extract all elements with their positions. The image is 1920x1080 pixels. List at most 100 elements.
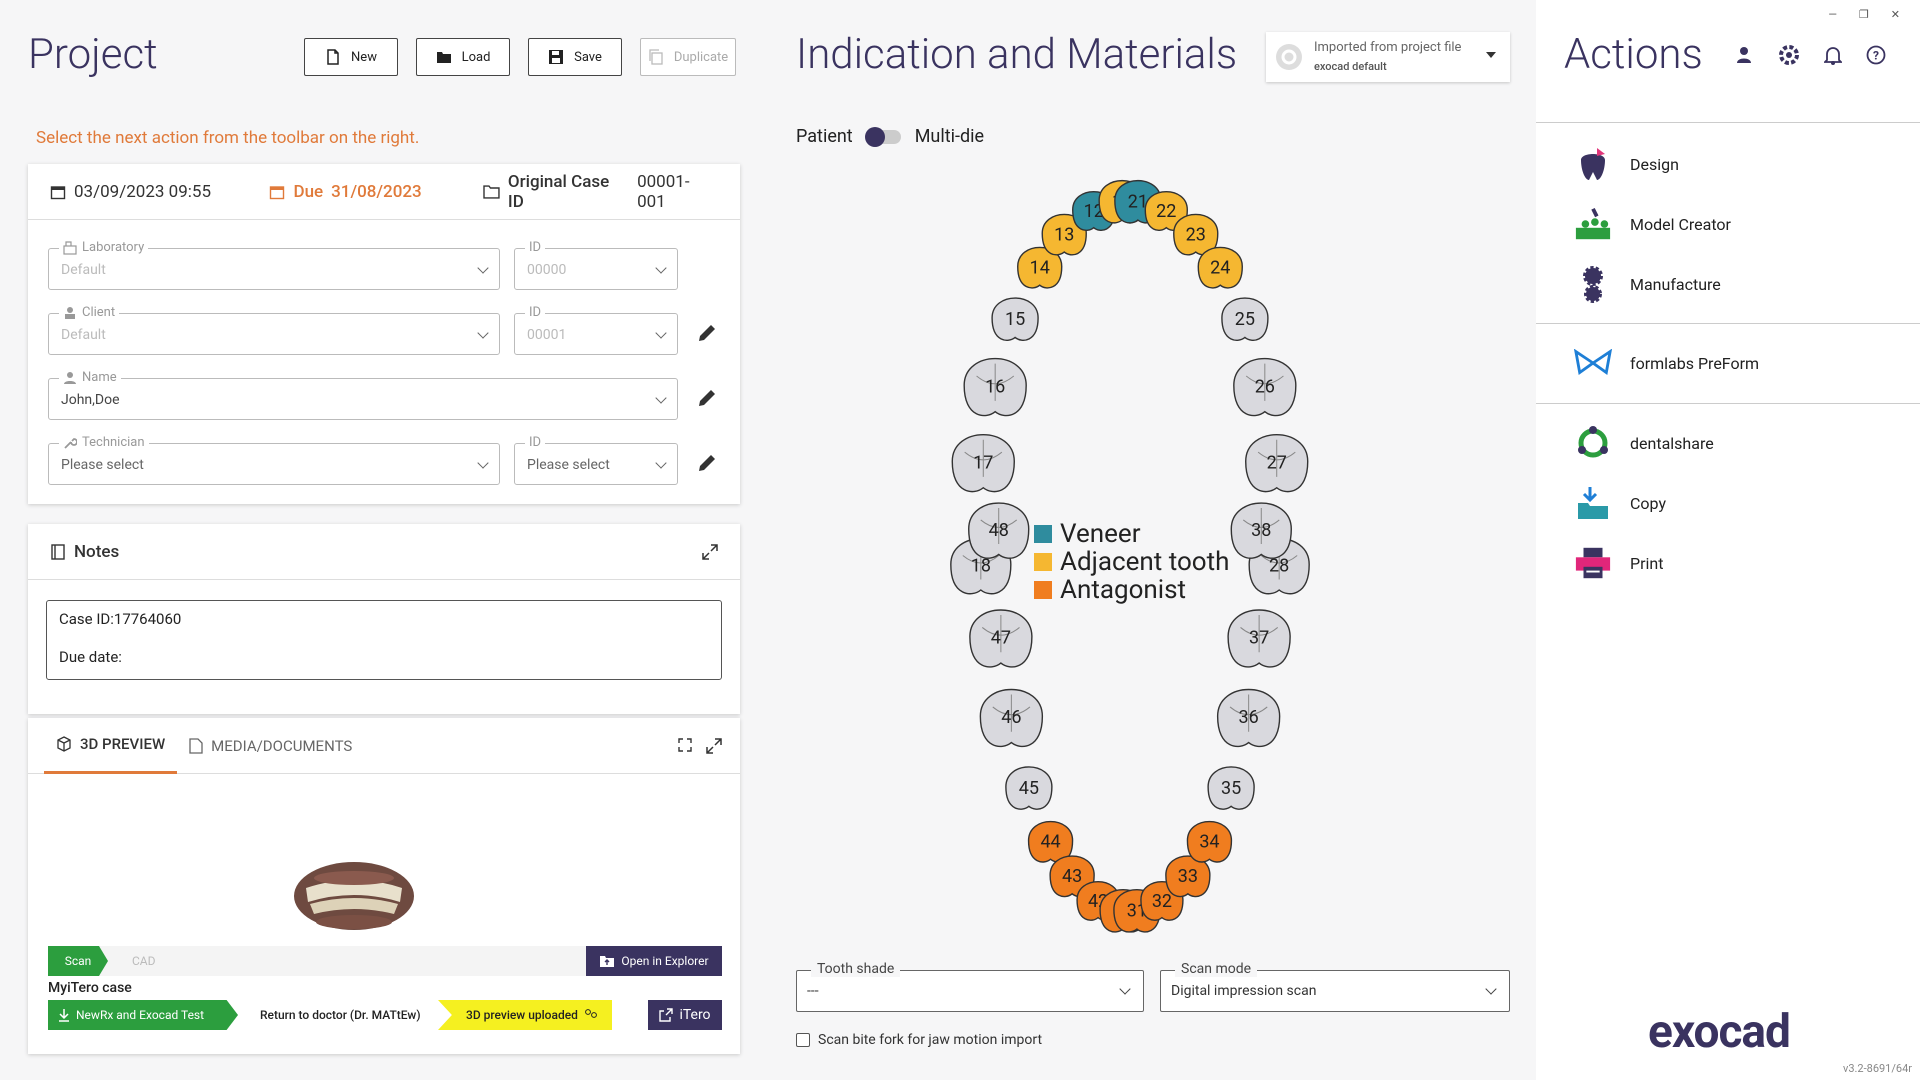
calendar-icon [50,185,66,199]
people-icon [585,1009,597,1018]
tooth-number: 16 [985,376,1005,397]
step-3d-preview-uploaded[interactable]: 3D preview uploaded [438,1000,612,1030]
tooth-38[interactable]: 38 [1230,502,1292,559]
copy-folder-icon [1574,484,1612,522]
indication-panel: Indication and Materials Imported from p… [770,0,1530,1080]
notes-textarea[interactable]: Case ID:17764060 Due date: [46,600,722,680]
tooth-number: 26 [1255,376,1275,397]
tooth-17[interactable]: 17 [951,433,1015,493]
tooth-number: 21 [1128,191,1148,212]
restore-icon[interactable]: ❐ [1858,8,1869,21]
chevron-down-icon [655,327,667,339]
load-button[interactable]: Load [416,38,510,76]
tab-media-label: MEDIA/DOCUMENTS [211,736,353,755]
client-label-text: Client [82,305,116,320]
tooth-chart[interactable]: 1817161514131211212223242526272848474645… [930,175,1330,945]
person-icon [64,371,76,384]
edit-client-pencil-icon[interactable] [696,322,718,344]
bell-icon[interactable] [1824,45,1842,65]
actions-title: Actions [1564,30,1703,79]
open-in-explorer-label: Open in Explorer [621,954,709,968]
scan-mode-select[interactable]: Scan mode Digital impression scan [1160,961,1510,1012]
action-model-creator[interactable]: Model Creator [1574,204,1731,244]
notes-title: Notes [50,542,119,562]
due-date-value: 31/08/2023 [331,181,422,202]
tooth-14[interactable]: 14 [1017,246,1063,289]
tooth-47[interactable]: 47 [969,609,1033,668]
name-select[interactable]: Name John,Doe [48,370,678,420]
step-return-doctor[interactable]: Return to doctor (Dr. MATtEw) [238,1000,438,1030]
save-button[interactable]: Save [528,38,622,76]
bite-fork-option[interactable]: Scan bite fork for jaw motion import [796,1032,1042,1048]
close-icon[interactable]: ✕ [1890,8,1900,21]
tooth-shade-select[interactable]: Tooth shade --- [796,961,1144,1012]
technician-select[interactable]: Technician Please select [48,435,500,485]
fullscreen-icon[interactable] [678,738,692,752]
action-print[interactable]: Print [1574,543,1663,583]
tooth-number: 14 [1030,257,1050,278]
client-select[interactable]: Client Default [48,305,500,355]
duplicate-button[interactable]: Duplicate [640,38,736,76]
design-tooth-icon [1574,145,1612,183]
tooth-37[interactable]: 37 [1227,609,1291,668]
tab-media-documents[interactable]: MEDIA/DOCUMENTS [177,718,364,774]
edit-technician-pencil-icon[interactable] [696,452,718,474]
tooth-36[interactable]: 36 [1216,688,1281,748]
legend-antagonist-swatch [1034,581,1052,599]
tooth-23[interactable]: 23 [1173,213,1219,256]
tooth-48[interactable]: 48 [968,502,1030,559]
itero-button[interactable]: iTero [648,1000,722,1030]
tooth-45[interactable]: 45 [1005,766,1053,810]
tooth-15[interactable]: 15 [991,297,1039,341]
patient-multidie-toggle[interactable]: Patient Multi-die [796,126,984,147]
tooth-26[interactable]: 26 [1233,357,1297,417]
bite-fork-checkbox[interactable] [796,1033,810,1047]
material-source-select[interactable]: Imported from project file exocad defaul… [1266,32,1510,82]
tooth-25[interactable]: 25 [1221,297,1269,341]
tooth-22[interactable]: 22 [1144,190,1188,231]
tooth-number: 34 [1199,832,1219,853]
tooth-33[interactable]: 33 [1165,855,1211,898]
tooth-27[interactable]: 27 [1245,433,1309,493]
action-design[interactable]: Design [1574,144,1679,184]
user-icon[interactable] [1734,45,1754,65]
tooth-34[interactable]: 34 [1186,820,1233,863]
action-dentalshare[interactable]: dentalshare [1574,423,1714,463]
action-copy[interactable]: Copy [1574,483,1666,523]
step-newrx[interactable]: NewRx and Exocad Test [48,1000,238,1030]
minimize-icon[interactable]: — [1828,8,1837,21]
action-formlabs[interactable]: formlabs PreForm [1574,343,1759,383]
tooth-16[interactable]: 16 [963,357,1027,417]
notes-line-1: Case ID:17764060 [59,610,182,628]
chevron-down-icon [655,392,667,404]
tooth-46[interactable]: 46 [979,688,1044,748]
expand-icon[interactable] [702,543,718,560]
cube-icon [57,736,71,752]
scan-mode-label: Scan mode [1175,961,1258,977]
svg-text:?: ? [1873,49,1879,63]
toggle-switch[interactable] [864,126,901,147]
action-copy-label: Copy [1630,493,1667,513]
technician-id-select[interactable]: ID Please select [514,435,678,485]
open-in-explorer-button[interactable]: Open in Explorer [586,946,722,976]
action-print-label: Print [1630,553,1664,573]
help-icon[interactable]: ? [1866,45,1886,65]
tooth-24[interactable]: 24 [1197,246,1243,289]
tab-3d-preview[interactable]: 3D PREVIEW [44,718,178,774]
tooth-44[interactable]: 44 [1027,820,1074,863]
cad-step[interactable]: CAD [132,954,156,968]
jaw-scan-preview-image[interactable] [292,858,416,934]
edit-name-pencil-icon[interactable] [696,387,718,409]
client-id-select[interactable]: ID 00001 [514,305,678,355]
laboratory-select[interactable]: Laboratory Default [48,240,500,290]
scan-step[interactable]: Scan [48,946,108,976]
laboratory-id-select[interactable]: ID 00000 [514,240,678,290]
gear-icon[interactable] [1778,44,1800,66]
tooth-number: 38 [1251,520,1271,541]
action-manufacture[interactable]: Manufacture [1574,264,1721,304]
tooth-35[interactable]: 35 [1207,766,1255,810]
expand-icon[interactable] [706,738,722,754]
notes-header: Notes [28,524,740,580]
new-button[interactable]: New [304,38,398,76]
